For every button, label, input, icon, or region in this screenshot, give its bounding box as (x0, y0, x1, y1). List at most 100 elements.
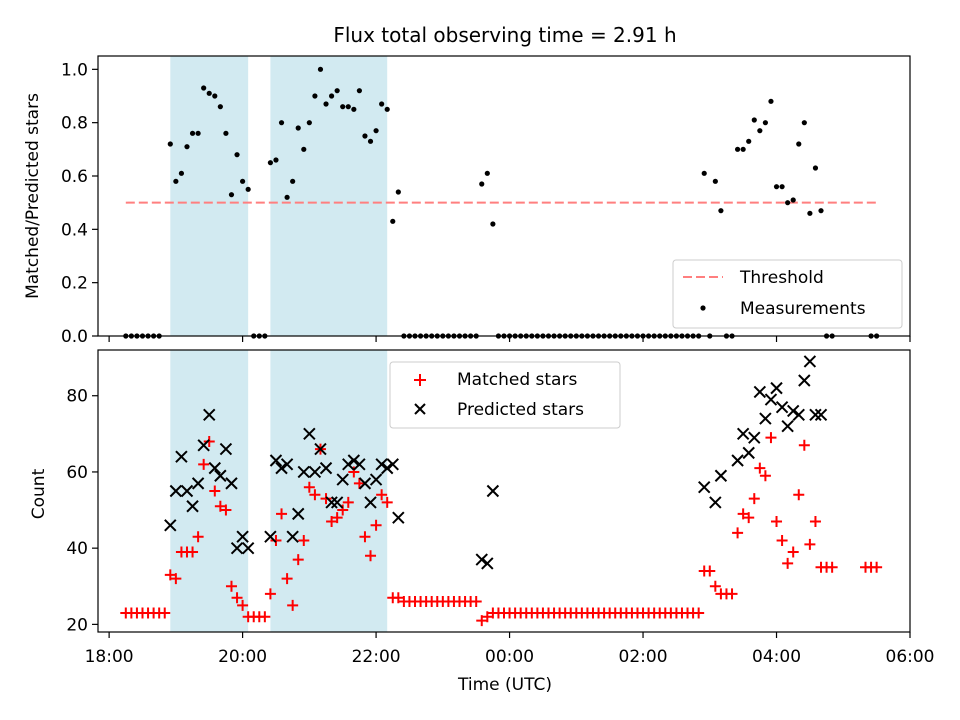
predicted-star-point (219, 442, 233, 456)
measurement-point (351, 106, 357, 112)
predicted-star-point (742, 446, 755, 460)
matched-star-point (298, 535, 310, 547)
measurement-point (301, 146, 307, 152)
y-tick-label: 0.6 (61, 167, 88, 187)
x-tick-label: 18:00 (85, 647, 134, 667)
measurement-point (757, 128, 763, 134)
matched-star-point (192, 531, 204, 543)
matched-star-point (353, 477, 365, 489)
legend-matched-label: Matched stars (457, 370, 577, 390)
measurement-point (167, 141, 173, 147)
top-axes-frame (97, 55, 911, 337)
measurement-point (734, 146, 741, 152)
y-tick-label: 40 (66, 539, 88, 559)
predicted-star-point (164, 519, 177, 532)
matched-star-point (826, 561, 838, 573)
matched-star-point (804, 538, 816, 550)
measurement-point (362, 133, 368, 139)
measurement-point (490, 221, 496, 227)
matched-star-point (732, 527, 744, 539)
predicted-star-point (798, 374, 811, 387)
legend-predicted-swatch (414, 403, 426, 415)
matched-star-point (470, 596, 482, 608)
y-tick-label: 0.8 (61, 114, 88, 134)
matched-star-point (809, 515, 821, 527)
predicted-star-point (809, 408, 822, 421)
measurement-point (746, 138, 752, 144)
measurement-point (379, 101, 385, 107)
measurement-point (367, 138, 374, 144)
measurement-point (773, 184, 780, 190)
matched-star-point (209, 485, 221, 497)
matched-star-point (476, 615, 488, 627)
predicted-star-point (197, 439, 210, 452)
matched-star-point (782, 557, 794, 569)
matched-star-point (292, 554, 304, 566)
matched-star-point (264, 588, 276, 600)
matched-star-point (225, 580, 237, 592)
matched-star-point (359, 531, 371, 543)
measurement-point (768, 98, 774, 104)
matched-star-point (787, 546, 799, 558)
matched-star-point (170, 573, 182, 585)
top-measurements (123, 66, 880, 339)
matched-star-point (743, 512, 755, 524)
observing-window (270, 350, 388, 632)
top-x-ticks (108, 336, 911, 342)
matched-star-point (381, 496, 393, 508)
measurement-point (201, 85, 207, 91)
predicted-star-point (175, 450, 188, 463)
x-tick-label: 04:00 (752, 647, 801, 667)
bottom-observing-windows (170, 350, 388, 632)
matched-star-point (748, 493, 760, 505)
predicted-star-point (375, 458, 388, 471)
measurement-point (234, 152, 240, 158)
measurement-point (284, 194, 290, 200)
matched-star-point (270, 535, 282, 547)
predicted-star-point (236, 530, 249, 543)
measurement-point (484, 170, 490, 176)
predicted-star-point (342, 458, 355, 471)
chart-title: Flux total observing time = 2.91 h (333, 23, 676, 47)
top-y-ticks: 0.0 0.2 0.4 0.6 0.8 1.0 (61, 60, 98, 347)
matched-star-point (231, 592, 243, 604)
measurement-point (384, 106, 390, 112)
y-tick-label: 0.2 (61, 274, 88, 294)
matched-star-point (771, 515, 783, 527)
matched-star-point (187, 546, 199, 558)
measurement-point (818, 208, 824, 214)
y-tick-label: 0.4 (61, 220, 88, 240)
predicted-star-point (353, 458, 366, 471)
measurement-point (801, 120, 807, 126)
measurement-point (312, 93, 318, 99)
measurement-point (295, 125, 301, 131)
measurement-point (328, 93, 335, 99)
legend-measurements-swatch (700, 305, 706, 311)
predicted-star-point (764, 393, 778, 406)
y-tick-label: 1.0 (61, 60, 88, 80)
predicted-star-point (753, 385, 767, 399)
measurement-point (178, 170, 185, 176)
y-tick-label: 20 (66, 615, 88, 635)
matched-star-point (276, 508, 288, 520)
measurement-point (273, 157, 279, 163)
measurement-point (740, 146, 746, 152)
predicted-star-point (358, 477, 372, 490)
predicted-star-point (225, 477, 238, 490)
predicted-star-point (347, 454, 361, 467)
measurement-point (479, 181, 485, 187)
y-tick-label: 60 (66, 463, 88, 483)
predicted-star-point (736, 427, 750, 441)
matched-star-point (214, 500, 226, 512)
predicted-star-point (325, 496, 338, 509)
measurement-point (812, 165, 819, 171)
bottom-x-ticks: 18:00 20:00 22:00 00:00 02:00 04:00 06:00 (85, 632, 935, 667)
predicted-star-point (731, 454, 744, 467)
measurement-point (395, 189, 401, 195)
legend-predicted-label: Predicted stars (457, 400, 584, 420)
x-tick-label: 22:00 (352, 647, 401, 667)
measurement-point (345, 104, 351, 110)
top-observing-windows (170, 56, 388, 336)
top-legend: Threshold Measurements (672, 259, 903, 329)
